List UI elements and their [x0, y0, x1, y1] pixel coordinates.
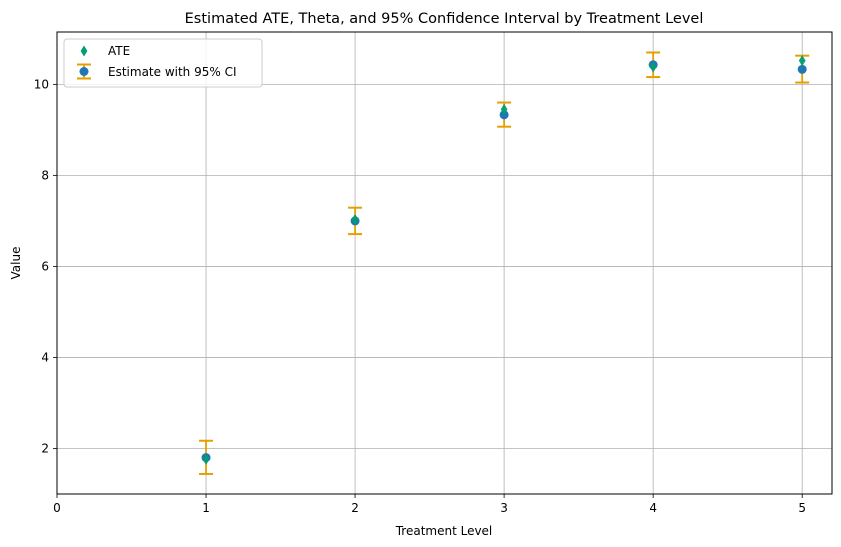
ate-point: [202, 453, 210, 465]
legend-ate-diamond-icon: [80, 45, 88, 57]
y-axis-ticks: 2 4 6 8 10: [34, 77, 57, 455]
x-axis-ticks: 0 1 2 3 4 5: [53, 494, 806, 515]
x-tick-label: 3: [500, 501, 508, 515]
x-axis-label: Treatment Level: [395, 524, 493, 538]
x-tick-label: 4: [649, 501, 657, 515]
y-tick-label: 6: [41, 259, 49, 273]
x-tick-label: 2: [351, 501, 359, 515]
y-tick-label: 4: [41, 350, 49, 364]
legend: ATE Estimate with 95% CI: [63, 38, 263, 88]
y-axis-label: Value: [9, 247, 23, 280]
x-tick-label: 0: [53, 501, 61, 515]
ate-point: [798, 55, 806, 67]
y-tick-label: 2: [41, 441, 49, 455]
legend-entry-ate: ATE: [108, 44, 130, 58]
y-tick-label: 10: [34, 77, 49, 91]
grid: [56, 32, 832, 494]
x-tick-label: 5: [798, 501, 806, 515]
legend-box: [63, 38, 263, 88]
ate-point: [500, 103, 508, 115]
estimate-point: [797, 64, 807, 74]
y-tick-label: 8: [41, 168, 49, 182]
plot-frame: [56, 31, 833, 495]
x-tick-label: 1: [202, 501, 210, 515]
legend-entry-estimate: Estimate with 95% CI: [108, 65, 237, 79]
chart-title: Estimated ATE, Theta, and 95% Confidence…: [185, 11, 704, 27]
ate-point: [649, 61, 657, 73]
data-marks: [199, 51, 810, 475]
legend-errorbar-icon: [77, 63, 91, 80]
ate-point: [351, 214, 359, 226]
